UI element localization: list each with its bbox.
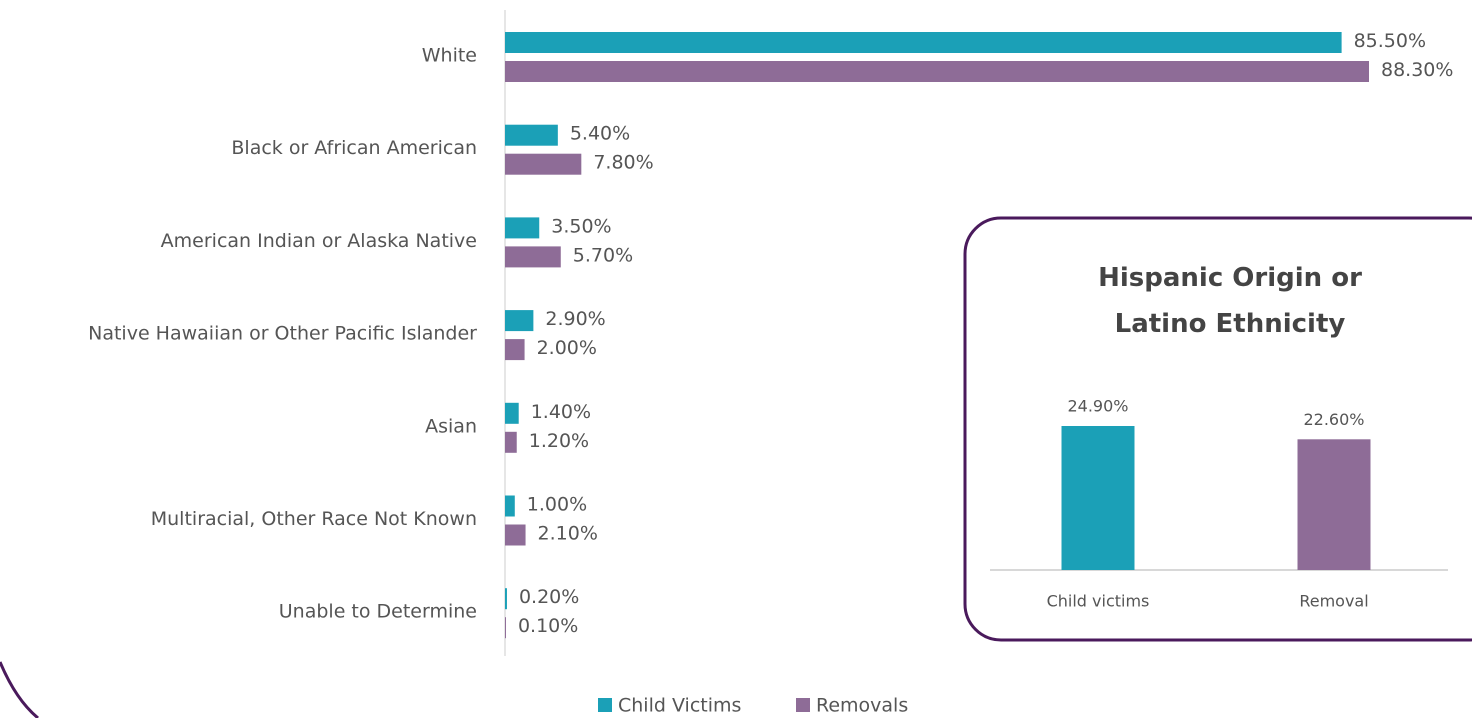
inset-value-label: 22.60%: [1303, 410, 1364, 429]
bar: [505, 495, 515, 517]
value-label: 2.90%: [545, 308, 605, 330]
bar: [505, 32, 1342, 53]
category-label: Asian: [425, 415, 477, 437]
category-label: American Indian or Alaska Native: [161, 230, 477, 252]
decor-arc: [0, 661, 39, 718]
value-label: 0.20%: [519, 586, 579, 608]
bar: [505, 617, 506, 639]
legend-label: Removals: [816, 695, 908, 717]
bar: [505, 588, 507, 610]
value-label: 5.40%: [570, 123, 630, 145]
value-label: 1.20%: [529, 430, 589, 452]
category-label: Native Hawaiian or Other Pacific Islande…: [88, 323, 477, 345]
inset-bar: [1297, 439, 1371, 570]
value-label: 3.50%: [551, 215, 611, 237]
category-label: Multiracial, Other Race Not Known: [151, 508, 477, 530]
inset-value-label: 24.90%: [1067, 397, 1128, 416]
inset-bar: [1061, 426, 1135, 570]
value-label: 7.80%: [593, 152, 653, 174]
category-label: Black or African American: [231, 137, 477, 159]
legend-swatch: [796, 698, 810, 712]
value-label: 2.00%: [537, 337, 597, 359]
bar: [505, 153, 582, 175]
legend-swatch: [598, 698, 612, 712]
value-label: 1.40%: [531, 401, 591, 423]
value-label: 0.10%: [518, 615, 578, 637]
value-label: 2.10%: [538, 523, 598, 545]
legend-label: Child Victims: [618, 695, 741, 717]
bar: [505, 339, 525, 361]
inset-category-label: Child victims: [1047, 592, 1150, 611]
value-label: 5.70%: [573, 244, 633, 266]
value-label: 88.30%: [1381, 59, 1453, 81]
bar: [505, 431, 517, 453]
bar: [505, 246, 561, 268]
bar: [505, 310, 534, 332]
bar: [505, 217, 540, 239]
category-label: Unable to Determine: [279, 601, 477, 623]
bar: [505, 524, 526, 546]
value-label: 1.00%: [527, 494, 587, 516]
inset-title: Hispanic Origin or Latino Ethnicity: [1098, 263, 1362, 339]
inset-category-label: Removal: [1299, 592, 1368, 611]
bar: [505, 124, 558, 146]
value-label: 85.50%: [1354, 30, 1426, 52]
category-label: White: [422, 45, 477, 67]
bar: [505, 402, 519, 424]
bar: [505, 61, 1369, 82]
